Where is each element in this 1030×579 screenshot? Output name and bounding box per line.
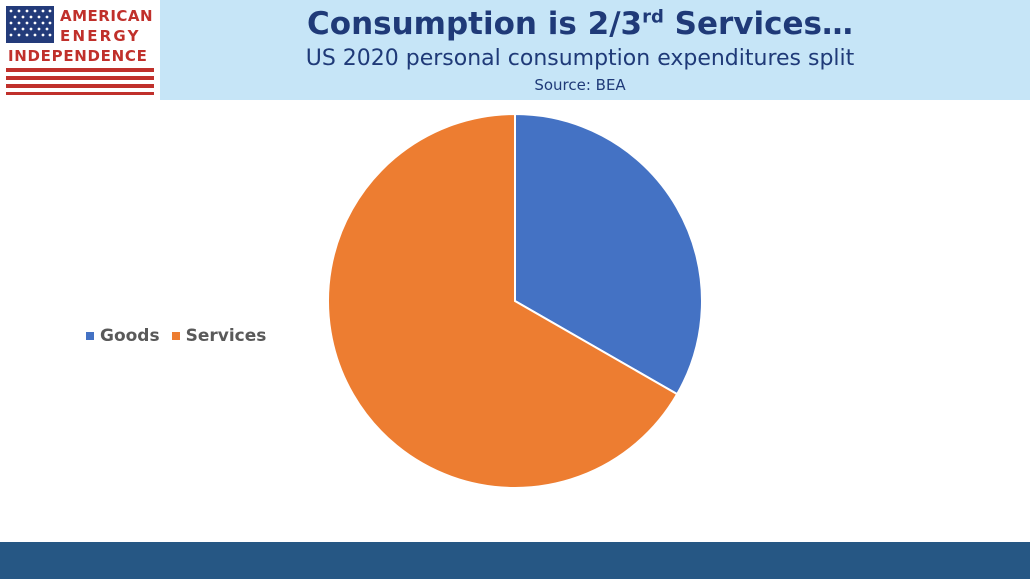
chart-legend: Goods Services — [86, 326, 278, 346]
slide-title-main: Consumption is 2/3 — [307, 6, 643, 42]
footer-bar — [0, 542, 1030, 579]
source-note: Source: BEA — [534, 76, 626, 94]
slide-title-tail: Services… — [663, 6, 853, 42]
legend-item-services: Services — [171, 326, 267, 346]
legend-item-goods: Goods — [86, 326, 160, 346]
legend-swatch-services — [171, 332, 180, 340]
logo-text-independence: INDEPENDENCE — [8, 47, 148, 65]
logo-text-american: AMERICAN — [60, 7, 154, 25]
slide-subtitle: US 2020 personal consumption expenditure… — [305, 46, 855, 71]
pie-slice-services — [327, 112, 679, 489]
american-flag-icon — [6, 6, 154, 95]
slide-title: Consumption is 2/3rd Services… — [160, 6, 1000, 42]
legend-label-services: Services — [185, 326, 267, 346]
pie-chart — [327, 112, 703, 489]
pie-slice-goods — [514, 112, 703, 396]
logo: AMERICAN ENERGY INDEPENDENCE — [0, 0, 160, 100]
legend-swatch-goods — [86, 332, 94, 340]
logo-text-energy: ENERGY — [60, 27, 141, 45]
title-banner: Consumption is 2/3rd Services… US 2020 p… — [160, 0, 1030, 100]
slide-title-superscript: rd — [642, 6, 664, 28]
legend-label-goods: Goods — [100, 326, 160, 346]
